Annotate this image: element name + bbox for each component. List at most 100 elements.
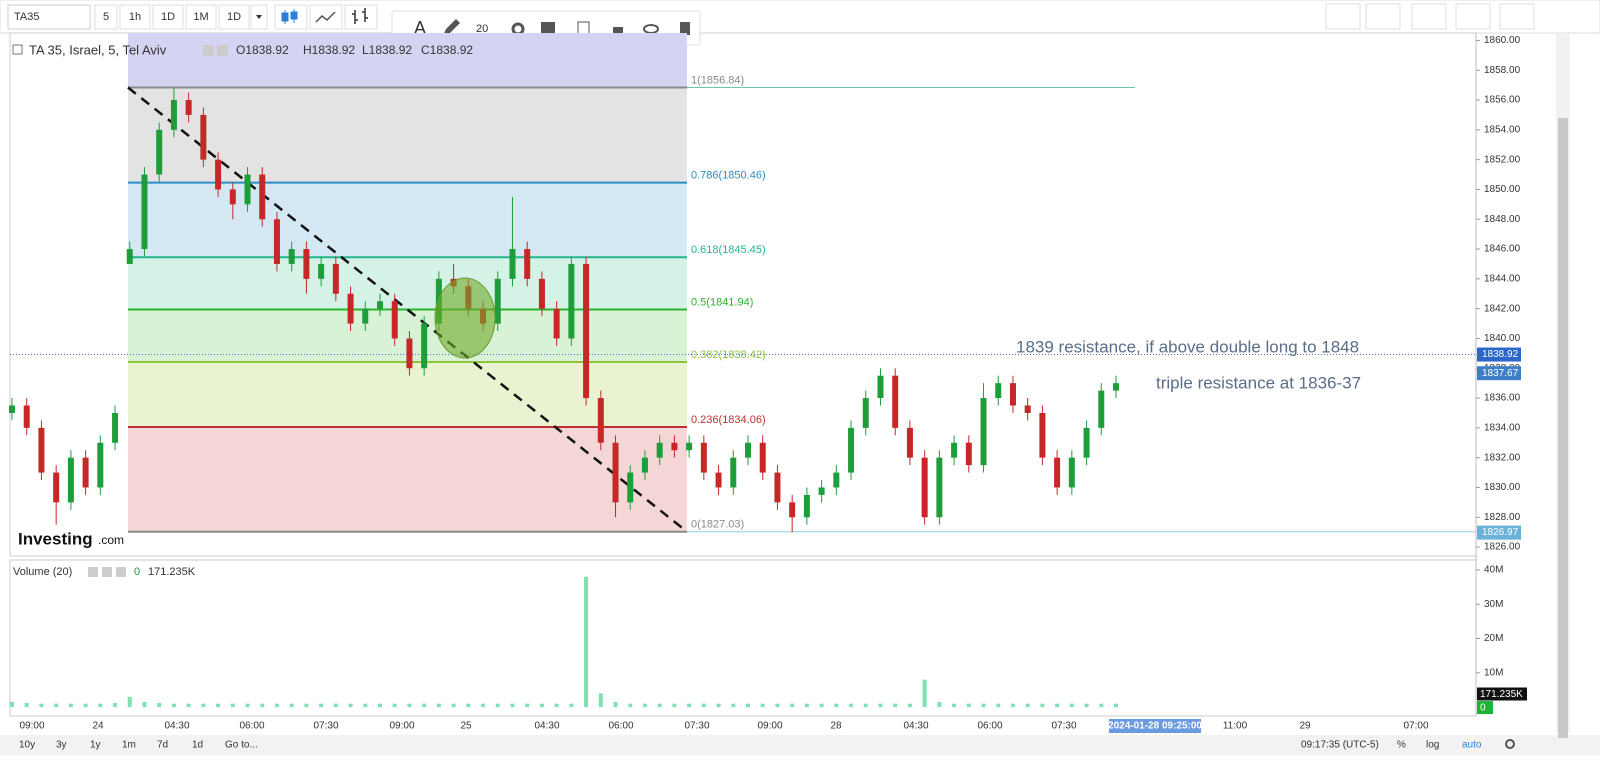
candle-body <box>185 100 192 115</box>
volume-bar <box>849 703 854 708</box>
fib-label: 0.236(1834.06) <box>691 414 766 426</box>
price-tag-label: 1838.92 <box>1482 349 1519 360</box>
candle-body <box>494 278 501 324</box>
layer-icon[interactable] <box>541 22 555 34</box>
trash-icon[interactable] <box>680 22 690 35</box>
volume-bar <box>274 703 279 708</box>
volume-bar <box>657 703 662 708</box>
goto-button[interactable]: Go to... <box>225 740 258 751</box>
volume-bar <box>289 703 294 708</box>
volume-title: Volume (20) <box>13 566 72 578</box>
range-button[interactable]: 10y <box>19 740 35 751</box>
volume-bar <box>333 703 338 708</box>
candle-body <box>568 263 575 339</box>
legend-icon[interactable] <box>116 567 126 577</box>
range-button[interactable]: 1y <box>90 740 101 751</box>
right-tool-button[interactable] <box>1499 3 1535 30</box>
chart-type-button[interactable] <box>274 4 308 30</box>
fib-band <box>128 361 687 427</box>
volume-bar <box>996 703 1001 708</box>
legend-icon[interactable] <box>102 567 112 577</box>
right-tool-button[interactable] <box>1365 3 1401 30</box>
volume-bar <box>481 703 486 708</box>
price-tick-label: 1834.00 <box>1484 422 1521 433</box>
fib-band <box>128 182 687 258</box>
candle-body <box>1054 457 1061 488</box>
volume-bar <box>186 703 191 708</box>
volume-tag <box>1477 687 1527 701</box>
interval-button[interactable] <box>119 4 151 30</box>
interval-label: 1h <box>129 11 141 23</box>
font-size[interactable]: 20 <box>476 23 488 35</box>
bar-icon <box>352 8 368 24</box>
range-button[interactable]: 1d <box>192 740 203 751</box>
time-label: 07:30 <box>1051 721 1076 732</box>
price-tag <box>1477 347 1521 362</box>
right-tool-button[interactable] <box>1411 3 1447 30</box>
candle-body <box>112 412 119 443</box>
legend-icon[interactable] <box>88 567 98 577</box>
volume-bar <box>1114 703 1118 708</box>
scale-option[interactable]: log <box>1426 740 1439 751</box>
legend-icon[interactable] <box>217 45 228 56</box>
candle-body <box>612 442 619 503</box>
candle-body <box>156 129 163 175</box>
candle-body <box>67 457 74 503</box>
range-button[interactable]: 3y <box>56 740 67 751</box>
volume-bar <box>701 703 706 708</box>
right-tool-button[interactable] <box>1325 3 1361 30</box>
candle-body <box>848 427 855 473</box>
volume-bar <box>539 703 544 708</box>
volume-bar <box>819 703 824 708</box>
volume-bar <box>525 703 530 708</box>
time-label: 09:00 <box>757 721 782 732</box>
volume-bar <box>216 703 221 708</box>
candle-body <box>789 502 796 518</box>
price-tick-label: 1854.00 <box>1484 124 1521 135</box>
range-button[interactable]: 7d <box>157 740 168 751</box>
scale-option[interactable]: auto <box>1462 740 1482 751</box>
volume-bar <box>672 703 677 708</box>
volume-value: 171.235K <box>148 566 196 578</box>
scroll-thumb[interactable] <box>1558 118 1568 738</box>
symbol-box[interactable] <box>7 4 91 30</box>
candle-body <box>1083 427 1090 458</box>
chart-type-button[interactable] <box>344 4 378 30</box>
volume-bar <box>127 696 132 708</box>
candle-body <box>921 457 928 518</box>
chart-title: TA 35, Israel, 5, Tel Aviv <box>29 42 167 57</box>
candle-body <box>671 442 678 451</box>
interval-button[interactable] <box>152 4 184 30</box>
price-tag <box>1477 525 1521 540</box>
candle-body <box>980 398 987 466</box>
candle-body <box>906 427 913 458</box>
legend-icon[interactable] <box>203 45 214 56</box>
volume-bar <box>466 703 471 708</box>
time-label: 2024-01-28 09:25:00 <box>1108 721 1202 732</box>
candle-icon <box>281 9 298 24</box>
time-label: 28 <box>830 721 842 732</box>
fib-label: 0.5(1841.94) <box>691 296 753 308</box>
fib-label: 0.382(1838.42) <box>691 349 766 361</box>
interval-button[interactable] <box>218 4 250 30</box>
range-button[interactable]: 1m <box>122 740 136 751</box>
collapse-icon[interactable] <box>12 44 23 55</box>
interval-button[interactable] <box>185 4 217 30</box>
volume-bar <box>98 703 103 708</box>
chart-type-button[interactable] <box>309 4 343 30</box>
lock-icon[interactable] <box>613 27 623 35</box>
bottom-settings[interactable] <box>1505 739 1515 749</box>
scale-option[interactable]: % <box>1397 740 1406 751</box>
volume-bar <box>142 701 147 708</box>
candle-body <box>82 457 89 488</box>
candle-body <box>229 189 236 205</box>
price-tick-label: 1852.00 <box>1484 154 1521 165</box>
pen-tool[interactable] <box>443 19 460 36</box>
right-tool-button[interactable] <box>1455 3 1491 30</box>
volume-tag <box>1477 701 1493 715</box>
volume-bar <box>245 703 250 708</box>
volume-bar <box>569 703 574 708</box>
interval-button[interactable] <box>94 4 118 30</box>
fib-band <box>128 257 687 310</box>
